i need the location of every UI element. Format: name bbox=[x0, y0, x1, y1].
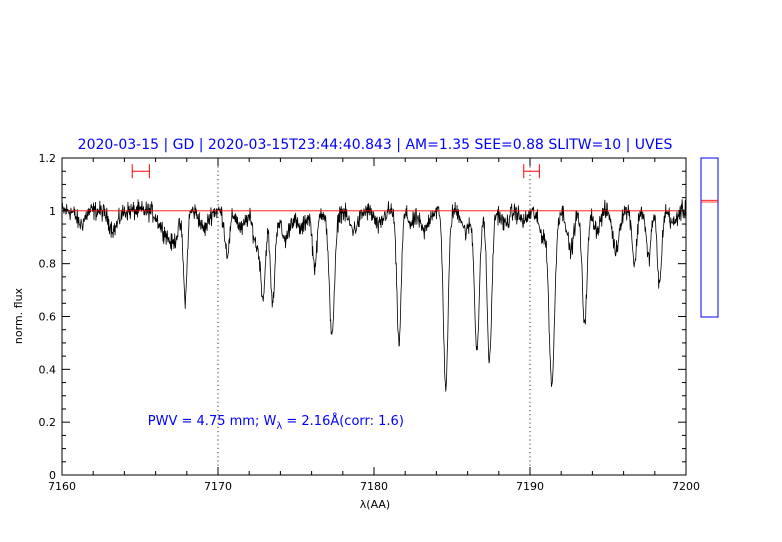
pwv-annotation: PWV = 4.75 mm; Wλ = 2.16Å(corr: 1.6) bbox=[148, 413, 404, 432]
range-marker-2 bbox=[523, 164, 540, 179]
x-tick-label: 7180 bbox=[360, 480, 388, 493]
side-panel bbox=[700, 157, 719, 318]
y-tick-label: 0.8 bbox=[39, 258, 57, 271]
annotation-subscript: λ bbox=[276, 421, 282, 432]
annotation-suffix: = 2.16Å(corr: 1.6) bbox=[282, 413, 404, 429]
x-tick-label: 7160 bbox=[48, 480, 76, 493]
spectrum-line bbox=[61, 199, 687, 392]
x-axis-title: λ(AA) bbox=[360, 498, 390, 511]
y-tick-label: 0.2 bbox=[39, 416, 57, 429]
y-tick-label: 0.4 bbox=[39, 363, 57, 376]
y-tick-label: 0.6 bbox=[39, 311, 57, 324]
range-marker-1 bbox=[131, 164, 150, 179]
side-panel-frame bbox=[700, 157, 719, 318]
y-tick-label: 1.2 bbox=[39, 152, 57, 165]
y-tick-label: 1 bbox=[49, 205, 56, 218]
y-axis-title: norm. flux bbox=[12, 287, 25, 344]
x-tick-label: 7190 bbox=[516, 480, 544, 493]
x-tick-label: 7170 bbox=[204, 480, 232, 493]
chart-title: 2020-03-15 | GD | 2020-03-15T23:44:40.84… bbox=[78, 137, 673, 153]
annotation-prefix: PWV = 4.75 mm; W bbox=[148, 414, 277, 429]
y-tick-label: 0 bbox=[49, 469, 56, 482]
x-tick-label: 7200 bbox=[672, 480, 700, 493]
